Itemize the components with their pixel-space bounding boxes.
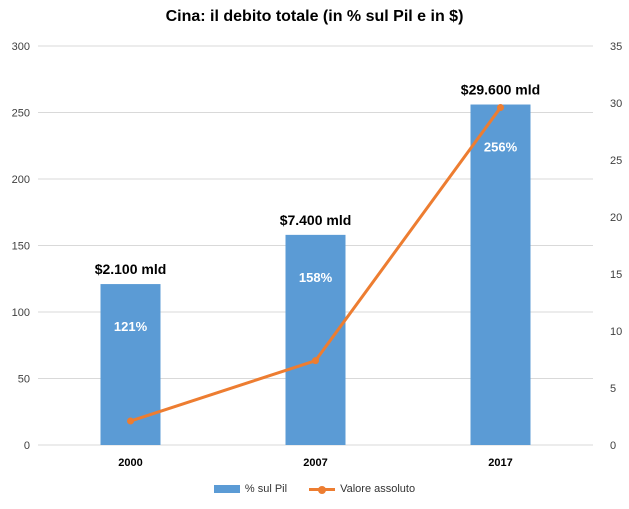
bar <box>470 104 531 446</box>
legend-label-line: Valore assoluto <box>340 483 416 495</box>
legend-item-bar: % sul Pil <box>213 483 288 495</box>
y-left-tick-label: 50 <box>18 374 30 386</box>
line-point <box>312 357 319 365</box>
legend-bar-swatch <box>213 485 240 493</box>
y-right-tick-label: 15 <box>610 269 622 281</box>
x-tick-label: 2000 <box>118 457 142 469</box>
bar-data-label: 256% <box>484 140 518 155</box>
y-left-tick-label: 250 <box>12 108 30 120</box>
legend-line-swatch <box>309 485 336 494</box>
legend-item-line: Valore assoluto <box>309 483 415 495</box>
y-right-tick-label: 20 <box>610 212 622 224</box>
bar <box>285 234 346 445</box>
y-left-tick-label: 100 <box>12 307 30 319</box>
y-left-tick-label: 150 <box>12 241 30 253</box>
y-left-tick-label: 300 <box>12 41 30 53</box>
y-right-tick-label: 35 <box>610 41 622 53</box>
line-point <box>497 104 504 112</box>
y-left-tick-label: 0 <box>24 440 30 452</box>
chart-title: Cina: il debito totale (in % sul Pil e i… <box>165 8 464 25</box>
x-tick-label: 2017 <box>488 457 512 469</box>
line-point <box>127 417 134 425</box>
legend-label-bar: % sul Pil <box>244 483 288 495</box>
bar-top-label: $29.600 mld <box>461 82 540 98</box>
bar-data-label: 121% <box>114 319 148 334</box>
y-right-tick-label: 5 <box>610 383 616 395</box>
x-tick-label: 2007 <box>303 457 327 469</box>
bar-top-label: $7.400 mld <box>280 212 352 228</box>
bar-top-label: $2.100 mld <box>95 261 167 277</box>
y-right-tick-label: 10 <box>610 326 622 338</box>
y-right-tick-label: 0 <box>610 440 616 452</box>
y-right-tick-label: 30 <box>610 98 622 110</box>
chart-legend: % sul Pil Valore assoluto <box>0 483 629 495</box>
y-right-tick-label: 25 <box>610 155 622 167</box>
bar-data-label: 158% <box>299 270 333 285</box>
y-left-tick-label: 200 <box>12 174 30 186</box>
